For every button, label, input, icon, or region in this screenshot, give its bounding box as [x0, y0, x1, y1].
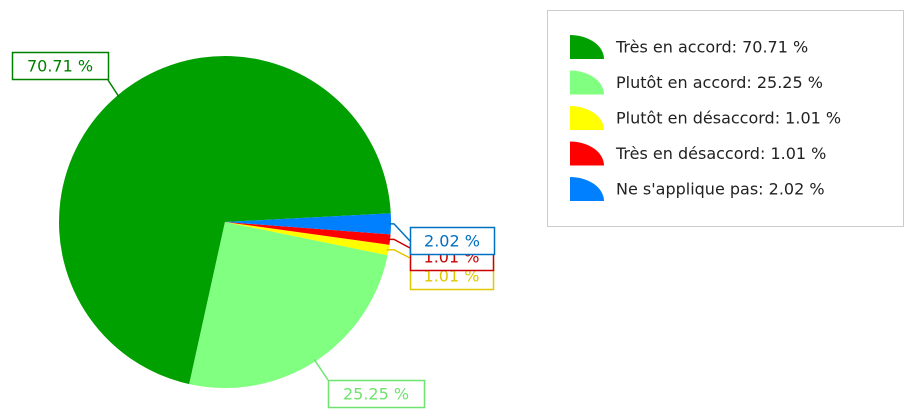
data-label: 2.02 %	[424, 232, 480, 251]
pie-slice	[225, 222, 390, 256]
legend-swatch	[570, 141, 604, 166]
legend-swatch	[570, 177, 604, 201]
legend-swatch	[570, 35, 604, 59]
data-label-box	[11, 51, 110, 81]
data-label: 70.71 %	[27, 57, 93, 76]
pie-slice	[189, 222, 388, 388]
pie-slice	[225, 222, 391, 245]
leader-line	[313, 359, 329, 381]
leader-line	[107, 79, 120, 98]
legend-box	[547, 10, 904, 227]
legend-label: Très en accord: 70.71 %	[615, 38, 808, 57]
legend-swatch	[570, 106, 604, 130]
leader-line	[388, 223, 411, 242]
pie-slice	[225, 213, 391, 235]
data-label: 25.25 %	[343, 385, 409, 404]
legend-label: Plutôt en accord: 25.25 %	[616, 73, 823, 92]
legend-swatch	[570, 70, 604, 95]
data-label-box	[327, 379, 426, 409]
legend-label: Plutôt en désaccord: 1.01 %	[616, 109, 841, 128]
leader-line	[386, 248, 411, 259]
data-label-box	[409, 226, 496, 256]
pie-slice	[59, 55, 391, 385]
legend-label: Ne s'applique pas: 2.02 %	[616, 180, 825, 199]
legend-label: Très en désaccord: 1.01 %	[615, 144, 826, 163]
leader-line	[388, 238, 411, 249]
